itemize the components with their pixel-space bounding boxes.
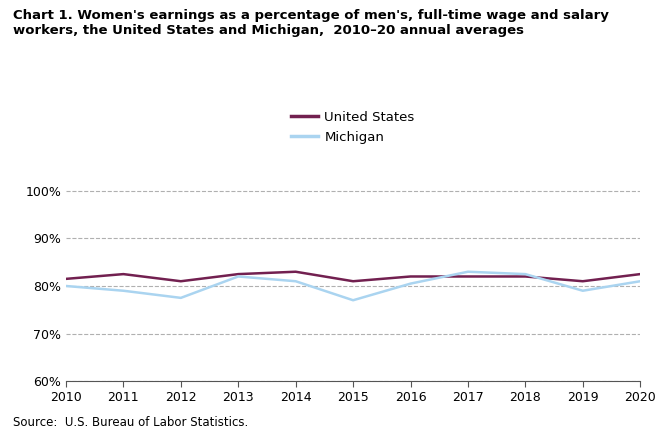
Text: Chart 1. Women's earnings as a percentage of men's, full-time wage and salary
wo: Chart 1. Women's earnings as a percentag… [13, 9, 609, 37]
Legend: United States, Michigan: United States, Michigan [292, 111, 414, 144]
Text: Source:  U.S. Bureau of Labor Statistics.: Source: U.S. Bureau of Labor Statistics. [13, 416, 248, 429]
